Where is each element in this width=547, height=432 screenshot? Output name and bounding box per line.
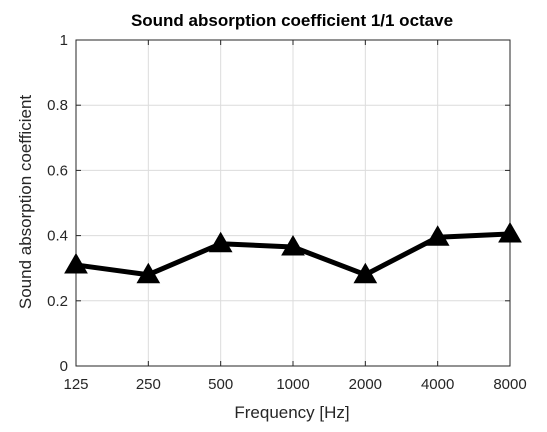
y-axis-label: Sound absorption coefficient (16, 95, 35, 310)
data-point-marker (64, 252, 88, 274)
x-tick-label: 250 (136, 376, 161, 393)
data-point-marker (425, 225, 450, 246)
chart-title: Sound absorption coefficient 1/1 octave (131, 11, 453, 30)
x-tick-label: 2000 (349, 376, 382, 393)
y-tick-label: 0.4 (47, 228, 68, 245)
grid (75, 39, 511, 367)
x-tick-label: 8000 (493, 376, 526, 393)
data-point-marker (208, 231, 233, 253)
data-point-marker (498, 221, 522, 243)
y-tick-label: 0.6 (47, 162, 68, 179)
x-axis-label: Frequency [Hz] (234, 403, 349, 422)
data-point-marker (281, 235, 305, 256)
x-tick-label: 4000 (421, 376, 454, 393)
y-tick-label: 0.8 (47, 97, 68, 114)
ticks: 125 250 500 1000 2000 4000 8000 0 0.2 0.4 0.6 0.8 1 (47, 32, 527, 393)
y-tick-label: 0.2 (47, 293, 68, 310)
x-tick-label: 125 (63, 376, 88, 393)
x-tick-label: 500 (208, 376, 233, 393)
data-point-marker (136, 262, 161, 284)
x-tick-label: 1000 (276, 376, 309, 393)
series (64, 221, 522, 284)
y-tick-label: 1 (60, 32, 68, 49)
data-point-marker (353, 262, 378, 284)
y-tick-label: 0 (60, 358, 68, 375)
